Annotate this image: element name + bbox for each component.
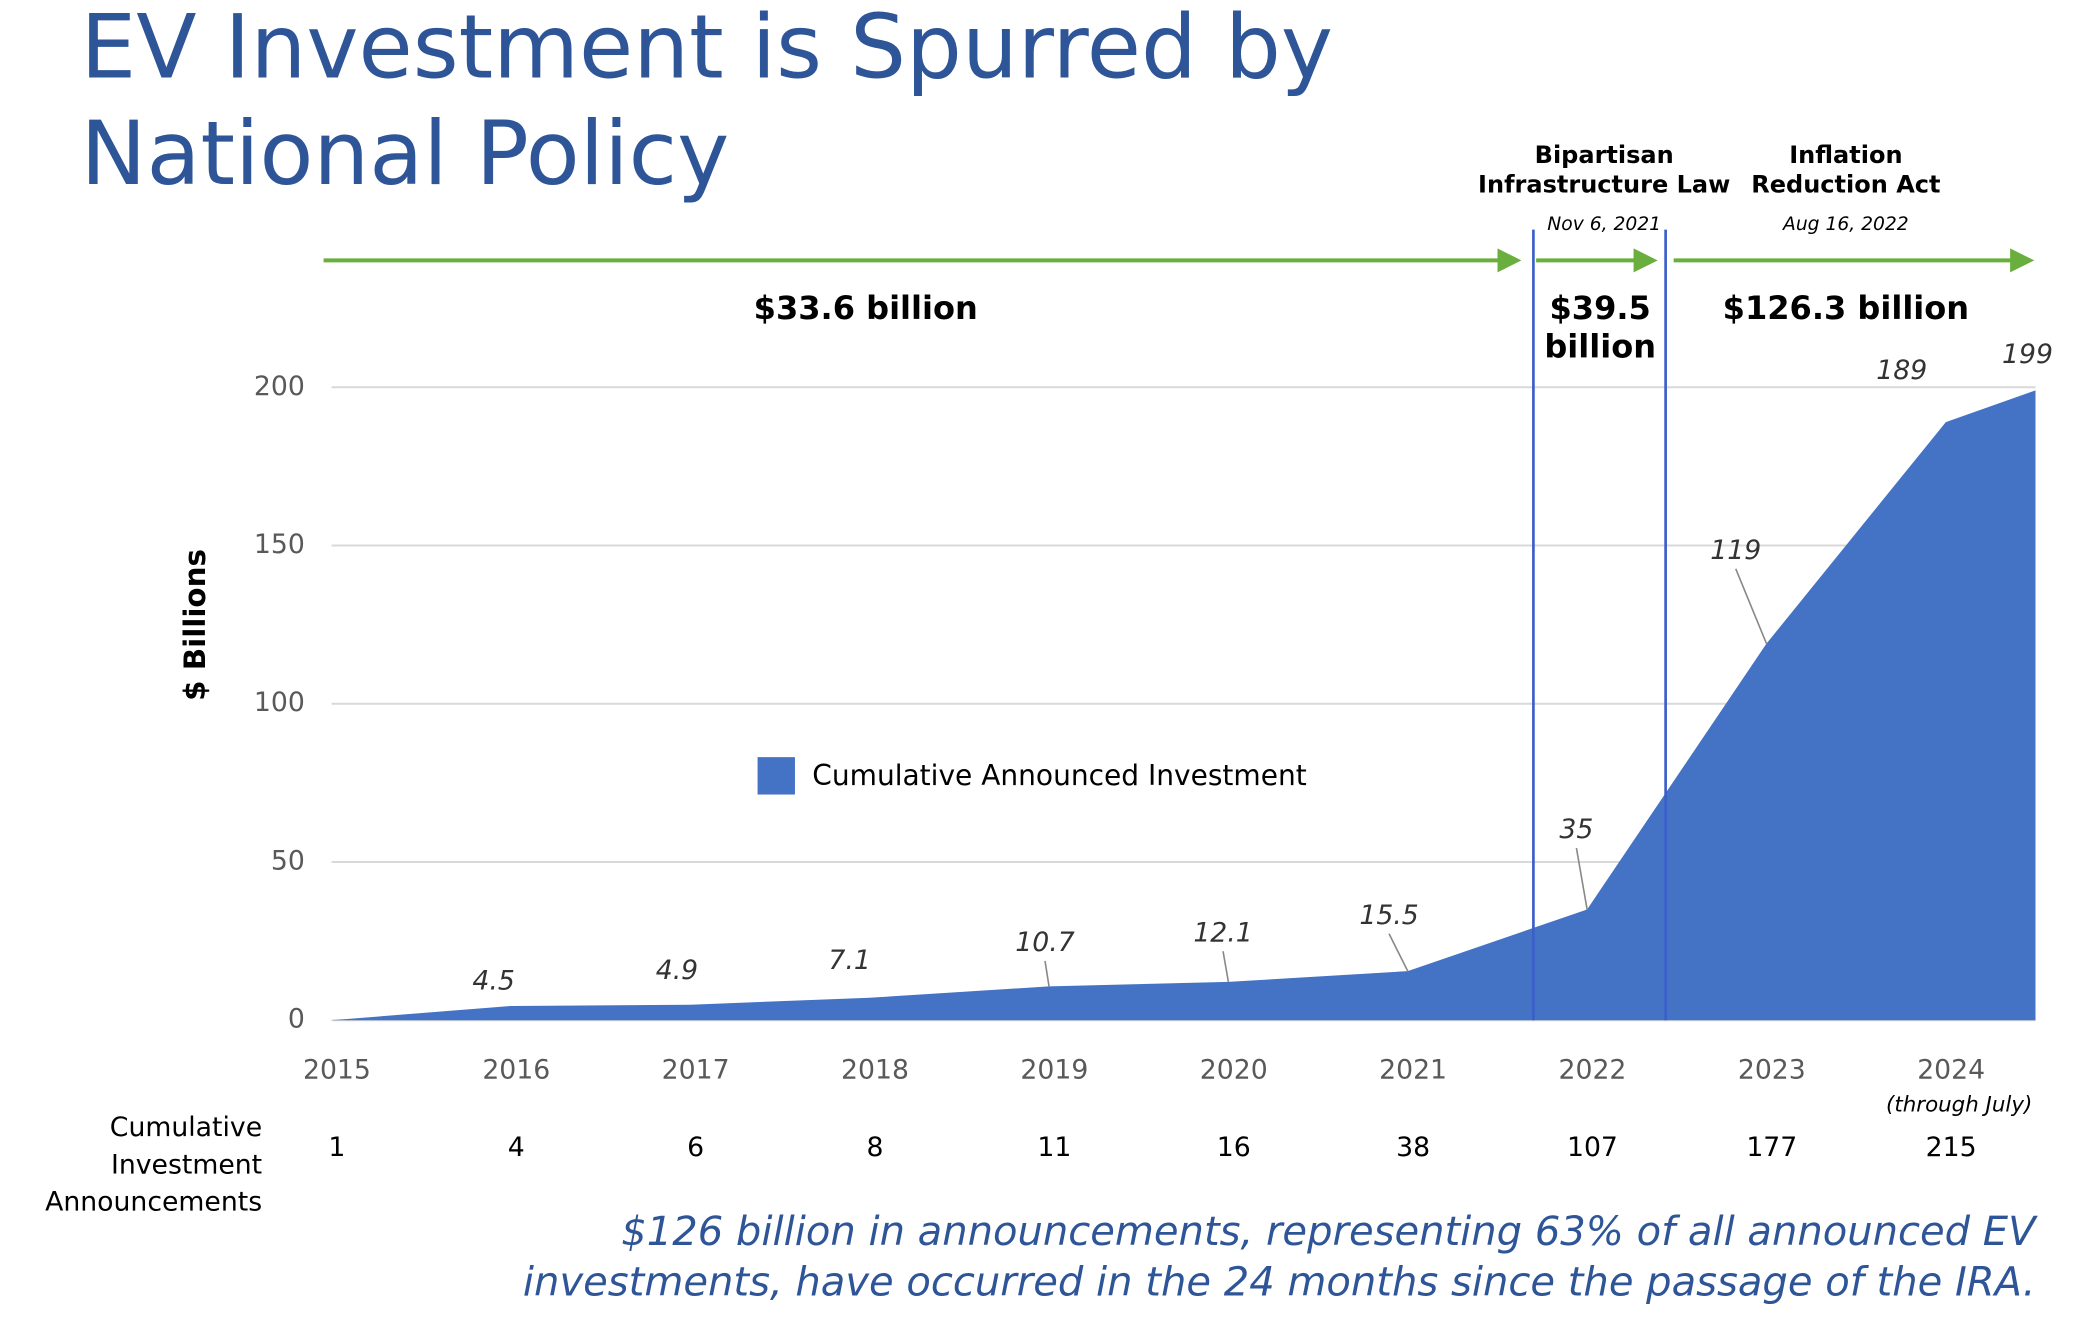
leader-line [1735, 568, 1768, 644]
law-name: Reduction Act [1751, 171, 1940, 199]
value-label: 35 [1559, 814, 1593, 845]
x-tick-label: 2024 [1917, 1054, 1985, 1085]
value-label: 199 [2002, 339, 2053, 370]
announcement-label: Investment [111, 1149, 262, 1180]
value-label: 4.9 [656, 955, 698, 986]
law-date: Aug 16, 2022 [1782, 214, 1909, 235]
x-tick-label: 2019 [1020, 1054, 1088, 1085]
law-name: Inflation [1789, 141, 1902, 169]
legend-label: Cumulative Announced Investment [812, 759, 1306, 792]
leader-line [1044, 960, 1050, 987]
law-date: Nov 6, 2021 [1547, 214, 1661, 235]
legend-swatch [757, 757, 795, 795]
announcement-count: 4 [508, 1132, 525, 1163]
announcement-count: 38 [1396, 1132, 1430, 1163]
leader-line [1388, 933, 1409, 972]
announcement-count: 6 [687, 1132, 704, 1163]
x-tick-label: 2018 [841, 1054, 909, 1085]
x-tick-label: 2015 [303, 1054, 371, 1085]
announcement-label: Announcements [45, 1187, 262, 1218]
announcement-count: 177 [1746, 1132, 1797, 1163]
leader-line [1575, 847, 1588, 910]
x-tick-label: 2022 [1558, 1054, 1626, 1085]
y-tick-label: 150 [254, 529, 305, 560]
y-tick-label: 50 [271, 845, 305, 876]
value-label: 15.5 [1359, 900, 1418, 931]
y-tick-label: 200 [254, 371, 305, 402]
x-tick-label: 2020 [1200, 1054, 1268, 1085]
law-name: Infrastructure Law [1478, 171, 1730, 199]
area [331, 390, 2036, 1021]
value-label: 12.1 [1193, 917, 1252, 948]
leader-line [1222, 951, 1230, 983]
chart-title: National Policy [81, 102, 730, 205]
announcement-count: 1 [328, 1132, 345, 1163]
y-tick-label: 100 [254, 687, 305, 718]
period-amount: billion [1544, 328, 1656, 366]
value-label: 119 [1710, 535, 1761, 566]
x-note: (through July) [1886, 1093, 2032, 1118]
announcement-count: 8 [867, 1132, 884, 1163]
x-tick-label: 2021 [1379, 1054, 1447, 1085]
value-label: 7.1 [828, 945, 870, 976]
value-label: 10.7 [1015, 927, 1074, 958]
x-tick-label: 2017 [662, 1054, 730, 1085]
period-amount: $126.3 billion [1723, 289, 1969, 327]
law-name: Bipartisan [1535, 141, 1674, 169]
y-tick-label: 0 [288, 1004, 305, 1035]
value-label: 189 [1876, 355, 1927, 386]
x-tick-label: 2016 [482, 1054, 550, 1085]
y-axis-label: $ Billions [178, 549, 212, 701]
announcement-label: Cumulative [110, 1112, 262, 1143]
footnote: investments, have occurred in the 24 mon… [523, 1260, 2036, 1306]
value-label: 4.5 [472, 965, 514, 996]
x-tick-label: 2023 [1738, 1054, 1806, 1085]
announcement-count: 107 [1567, 1132, 1618, 1163]
footnote: $126 billion in announcements, represent… [621, 1209, 2038, 1255]
announcement-count: 11 [1037, 1132, 1071, 1163]
period-amount: $39.5 [1550, 289, 1651, 327]
announcement-count: 215 [1926, 1132, 1977, 1163]
announcement-count: 16 [1217, 1132, 1251, 1163]
period-amount: $33.6 billion [754, 289, 978, 327]
chart-title: EV Investment is Spurred by [81, 0, 1334, 98]
